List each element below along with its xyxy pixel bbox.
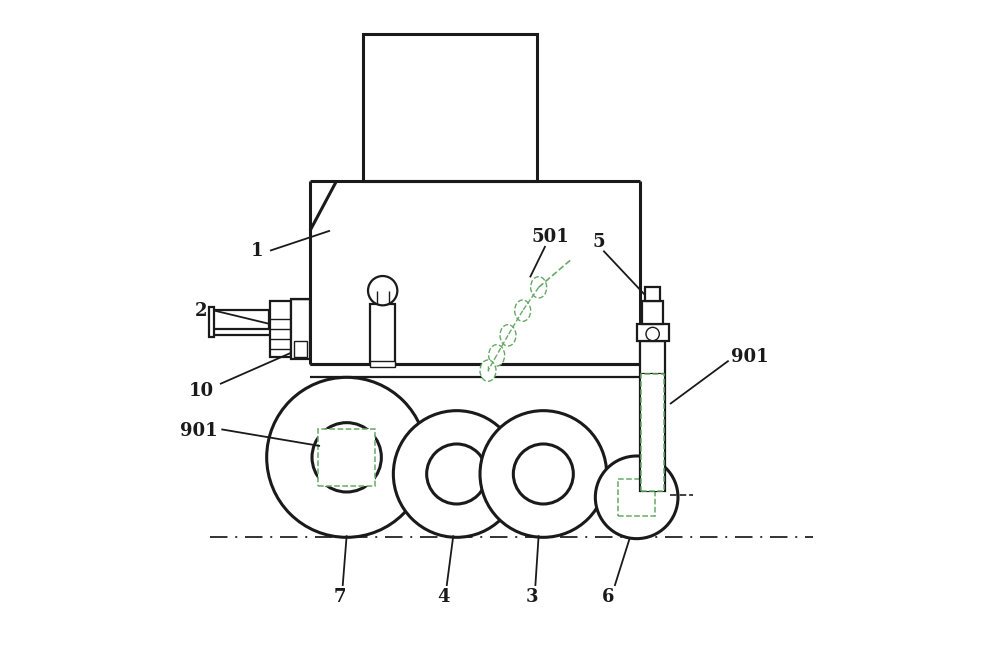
- Bar: [270, 301, 291, 357]
- Ellipse shape: [515, 300, 531, 321]
- Circle shape: [267, 377, 427, 537]
- Ellipse shape: [480, 360, 496, 381]
- Circle shape: [480, 411, 607, 537]
- Bar: [645, 287, 660, 301]
- Text: 3: 3: [526, 589, 538, 607]
- Circle shape: [595, 456, 678, 538]
- Circle shape: [312, 423, 381, 492]
- Text: 10: 10: [189, 381, 214, 399]
- Text: 901: 901: [731, 348, 769, 366]
- Bar: [209, 307, 214, 337]
- Bar: [641, 374, 664, 491]
- Bar: [370, 361, 395, 367]
- Text: 6: 6: [602, 589, 614, 607]
- Ellipse shape: [531, 277, 547, 298]
- Bar: [318, 429, 375, 486]
- Bar: [637, 324, 669, 341]
- Text: 501: 501: [531, 228, 569, 246]
- Text: 4: 4: [437, 589, 450, 607]
- Ellipse shape: [500, 325, 516, 346]
- Ellipse shape: [489, 345, 505, 366]
- Bar: [294, 341, 307, 357]
- Text: 901: 901: [180, 422, 218, 440]
- Bar: [618, 479, 655, 516]
- Text: 1: 1: [250, 242, 263, 260]
- Circle shape: [427, 444, 487, 504]
- Circle shape: [368, 276, 397, 305]
- Text: 2: 2: [195, 302, 208, 320]
- Bar: [642, 301, 663, 324]
- Text: 7: 7: [334, 589, 346, 607]
- Bar: [212, 310, 269, 329]
- Bar: [291, 299, 310, 359]
- Bar: [363, 34, 537, 180]
- Bar: [640, 341, 665, 491]
- Text: 5: 5: [592, 233, 605, 251]
- Circle shape: [646, 327, 659, 341]
- Circle shape: [513, 444, 573, 504]
- Circle shape: [393, 411, 520, 537]
- Circle shape: [622, 483, 651, 512]
- Bar: [370, 304, 395, 364]
